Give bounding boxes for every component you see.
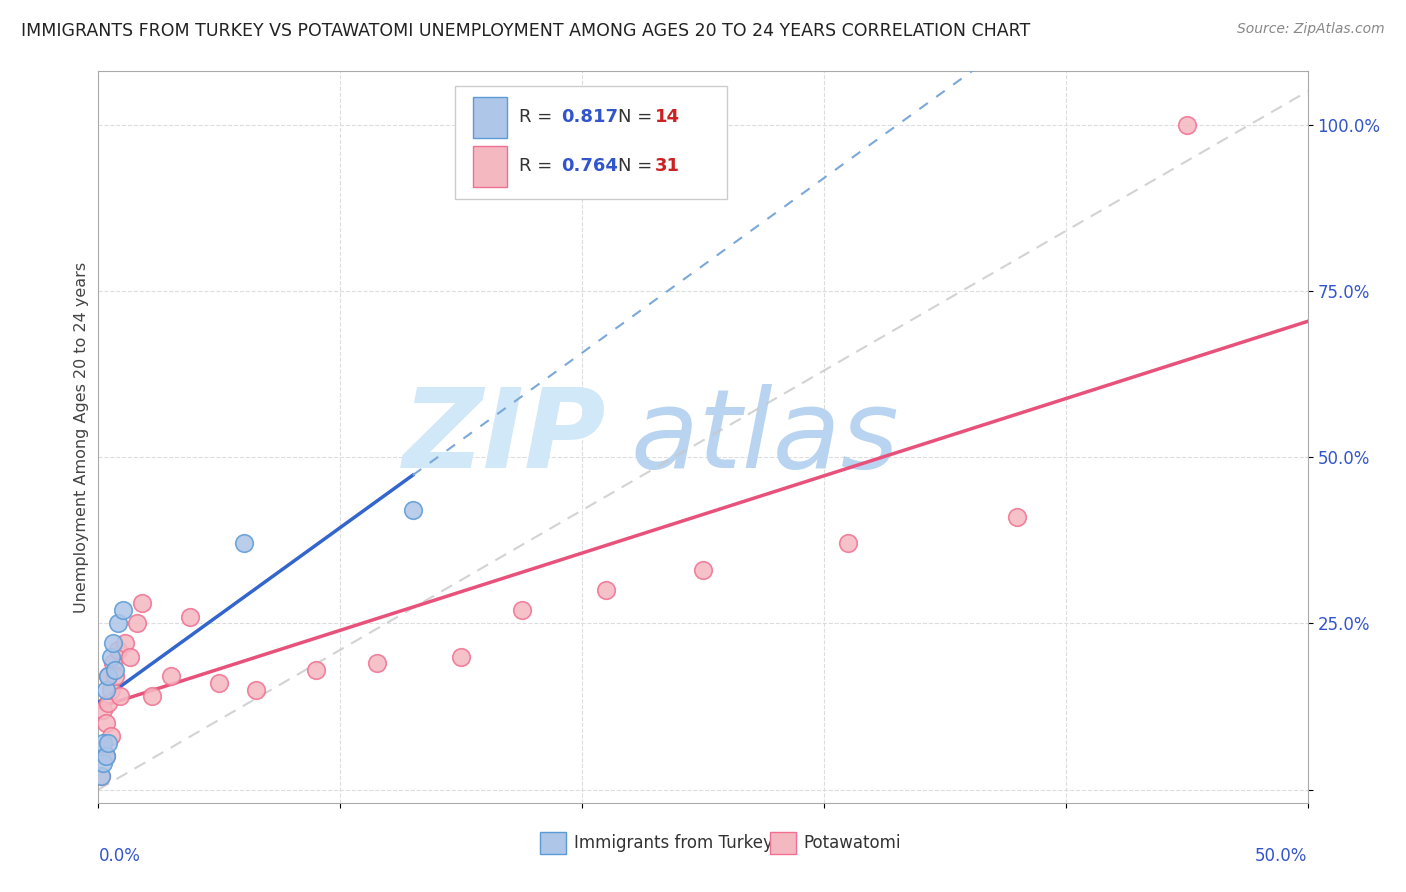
Point xyxy=(97,669,120,683)
Point xyxy=(118,649,141,664)
Point xyxy=(97,669,120,683)
Point xyxy=(111,603,134,617)
Text: Immigrants from Turkey: Immigrants from Turkey xyxy=(574,834,772,852)
Point xyxy=(94,682,117,697)
Y-axis label: Unemployment Among Ages 20 to 24 years: Unemployment Among Ages 20 to 24 years xyxy=(75,261,89,613)
Point xyxy=(595,582,617,597)
Bar xyxy=(474,146,508,186)
Text: IMMIGRANTS FROM TURKEY VS POTAWATOMI UNEMPLOYMENT AMONG AGES 20 TO 24 YEARS CORR: IMMIGRANTS FROM TURKEY VS POTAWATOMI UNE… xyxy=(21,22,1031,40)
Point xyxy=(104,669,127,683)
Text: 50.0%: 50.0% xyxy=(1256,847,1308,864)
Point xyxy=(94,749,117,764)
Point xyxy=(141,690,163,704)
Point xyxy=(91,736,114,750)
Point xyxy=(91,742,114,756)
FancyBboxPatch shape xyxy=(456,86,727,200)
Text: atlas: atlas xyxy=(630,384,898,491)
Point xyxy=(305,663,328,677)
Bar xyxy=(474,97,508,137)
Text: R =: R = xyxy=(519,109,558,127)
Point xyxy=(101,636,124,650)
Point xyxy=(510,603,533,617)
Bar xyxy=(769,832,796,854)
Point xyxy=(208,676,231,690)
Text: ZIP: ZIP xyxy=(402,384,606,491)
Point xyxy=(91,703,114,717)
Point xyxy=(107,616,129,631)
Point xyxy=(402,503,425,517)
Point xyxy=(245,682,267,697)
Point xyxy=(97,696,120,710)
Text: Potawatomi: Potawatomi xyxy=(803,834,901,852)
Text: N =: N = xyxy=(619,158,658,176)
Point xyxy=(127,616,149,631)
Text: 0.764: 0.764 xyxy=(561,158,619,176)
Text: 0.817: 0.817 xyxy=(561,109,619,127)
Bar xyxy=(540,832,567,854)
Text: Source: ZipAtlas.com: Source: ZipAtlas.com xyxy=(1237,22,1385,37)
Point xyxy=(104,663,127,677)
Text: 31: 31 xyxy=(655,158,679,176)
Point xyxy=(179,609,201,624)
Point xyxy=(100,729,122,743)
Point xyxy=(94,716,117,731)
Point xyxy=(101,656,124,670)
Text: 0.0%: 0.0% xyxy=(98,847,141,864)
Point xyxy=(94,749,117,764)
Point xyxy=(450,649,472,664)
Point xyxy=(366,656,388,670)
Point xyxy=(108,690,131,704)
Point xyxy=(90,769,112,783)
Point xyxy=(91,756,114,770)
Point xyxy=(692,563,714,577)
Point xyxy=(1007,509,1029,524)
Point xyxy=(837,536,859,550)
Point xyxy=(90,769,112,783)
Text: R =: R = xyxy=(519,158,558,176)
Point xyxy=(100,649,122,664)
Point xyxy=(131,596,153,610)
Point xyxy=(107,643,129,657)
Text: 14: 14 xyxy=(655,109,679,127)
Point xyxy=(232,536,254,550)
Text: N =: N = xyxy=(619,109,658,127)
Point xyxy=(97,736,120,750)
Point xyxy=(114,636,136,650)
Point xyxy=(160,669,183,683)
Point xyxy=(100,682,122,697)
Point xyxy=(1175,118,1198,132)
